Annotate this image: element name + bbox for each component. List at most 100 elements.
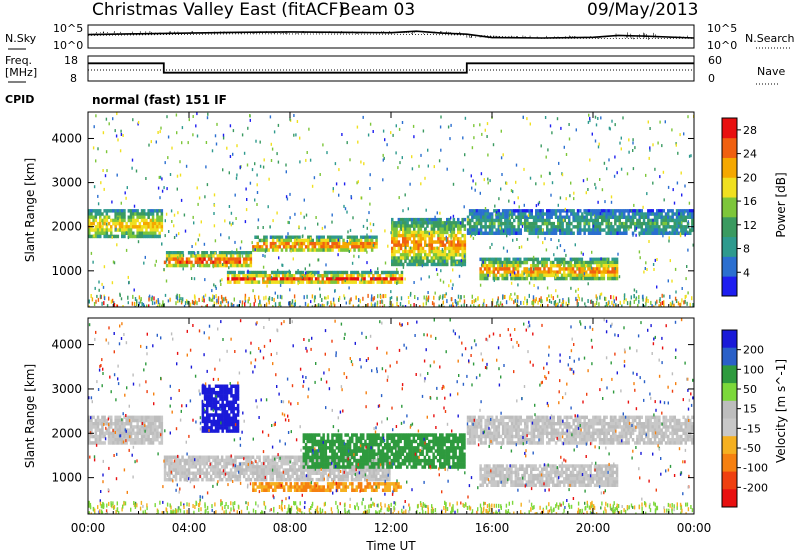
heatmap-cell <box>225 419 229 424</box>
heatmap-cell <box>147 221 150 226</box>
heatmap-cell <box>267 455 270 459</box>
heatmap-cell <box>406 249 409 254</box>
heatmap-cell <box>216 468 220 472</box>
heatmap-cell <box>393 249 396 254</box>
heatmap-cell <box>271 455 275 459</box>
heatmap-speck <box>157 186 160 190</box>
heatmap-cell <box>223 468 226 472</box>
ground-scatter <box>142 304 144 307</box>
heatmap-cell <box>459 259 462 263</box>
heatmap-cell <box>262 477 266 482</box>
heatmap-cell <box>370 245 374 249</box>
ground-scatter <box>595 294 597 299</box>
heatmap-cell <box>206 387 209 392</box>
heatmap-cell <box>576 221 580 226</box>
heatmap-speck <box>206 116 209 120</box>
heatmap-speck <box>256 173 258 177</box>
heatmap-speck <box>510 189 513 193</box>
heatmap-cell <box>629 221 632 226</box>
heatmap-cell <box>521 212 525 216</box>
heatmap-cell <box>585 264 588 268</box>
heatmap-cell <box>539 225 542 229</box>
heatmap-cell <box>103 218 106 223</box>
heatmap-cell <box>154 422 157 426</box>
heatmap-cell <box>446 246 449 251</box>
heatmap-cell <box>281 277 285 281</box>
heatmap-cell <box>631 221 635 226</box>
heatmap-cell <box>237 274 241 278</box>
heatmap-speck <box>334 276 336 280</box>
heatmap-speck <box>558 239 560 243</box>
heatmap-speck <box>257 218 260 222</box>
heatmap-cell <box>201 263 204 268</box>
heatmap-cell <box>308 277 311 281</box>
heatmap-cell <box>282 461 286 466</box>
heatmap-cell <box>625 209 628 213</box>
heatmap-speck <box>428 275 430 279</box>
heatmap-cell <box>206 419 209 424</box>
heatmap-cell <box>582 276 586 281</box>
heatmap-speck <box>559 196 562 200</box>
heatmap-cell <box>151 422 155 426</box>
heatmap-cell <box>395 262 398 267</box>
heatmap-cell <box>192 477 195 482</box>
heatmap-speck <box>512 190 514 194</box>
heatmap-cell <box>361 277 364 281</box>
heatmap-cell <box>333 235 336 239</box>
ground-scatter <box>441 295 444 300</box>
heatmap-speck <box>183 304 186 307</box>
heatmap-cell <box>127 422 131 426</box>
ground-scatter <box>686 301 688 306</box>
heatmap-cell <box>296 241 299 246</box>
heatmap-cell <box>448 256 451 260</box>
heatmap-cell <box>234 390 238 395</box>
heatmap-cell <box>406 237 409 241</box>
heatmap-cell <box>214 465 217 469</box>
heatmap-cell <box>225 461 228 466</box>
heatmap-cell <box>156 228 159 232</box>
heatmap-cell <box>322 245 325 249</box>
heatmap-cell <box>149 441 153 445</box>
heatmap-cell <box>567 270 570 274</box>
heatmap-cell <box>576 231 580 235</box>
heatmap-cell <box>492 264 496 268</box>
heatmap-speck <box>305 271 307 275</box>
heatmap-cell <box>391 224 394 228</box>
heatmap-cell <box>486 257 489 262</box>
heatmap-cell <box>92 434 95 439</box>
heatmap-cell <box>168 465 171 469</box>
heatmap-cell <box>214 390 218 395</box>
heatmap-speck <box>565 153 568 156</box>
ground-scatter <box>237 304 240 307</box>
ground-scatter <box>508 296 511 301</box>
heatmap-cell <box>691 212 694 216</box>
heatmap-cell <box>362 241 365 246</box>
heatmap-cell <box>536 260 540 265</box>
heatmap-cell <box>101 441 104 445</box>
heatmap-cell <box>640 231 643 235</box>
heatmap-speck <box>462 168 465 172</box>
heatmap-cell <box>463 227 467 231</box>
ground-scatter <box>311 305 314 307</box>
freq-panel-frame <box>87 55 695 82</box>
ground-scatter <box>499 301 502 306</box>
heatmap-speck <box>656 258 658 261</box>
heatmap-cell <box>203 465 206 469</box>
heatmap-cell <box>399 246 403 251</box>
ground-scatter <box>546 297 548 302</box>
ground-scatter <box>660 305 662 307</box>
heatmap-cell <box>673 225 676 229</box>
heatmap-cell <box>101 425 104 429</box>
ground-scatter <box>272 305 274 307</box>
heatmap-speck <box>460 259 463 263</box>
heatmap-cell <box>183 468 187 472</box>
heatmap-cell <box>269 235 273 239</box>
heatmap-cell <box>658 225 661 229</box>
heatmap-cell <box>114 438 117 442</box>
heatmap-cell <box>653 218 657 223</box>
heatmap-cell <box>580 260 584 265</box>
heatmap-speck <box>537 202 540 206</box>
heatmap-cell <box>143 434 146 439</box>
heatmap-speck <box>106 169 108 173</box>
heatmap-cell <box>179 263 182 268</box>
